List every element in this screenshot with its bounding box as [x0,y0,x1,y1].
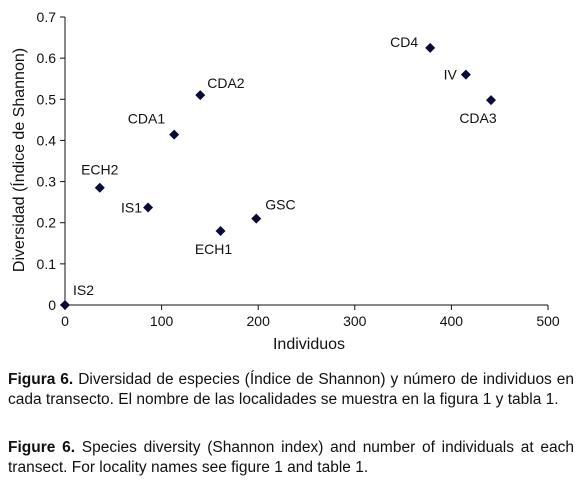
point-cda3 [486,95,497,106]
point-is2 [60,300,70,310]
caption-spanish: Figura 6. Diversidad de especies (Índice… [8,370,574,410]
x-tick-label: 300 [343,313,367,329]
y-tick-label: 0.7 [37,9,57,25]
y-axis-title: Diversidad (Índice de Shannon) [9,48,28,272]
y-tick-label: 0.2 [37,215,57,231]
caption-english-text: Species diversity (Shannon index) and nu… [8,439,574,476]
x-tick-label: 400 [440,313,464,329]
point-labels: IS2 ECH2 IS1 CDA1 CDA2 ECH1 GSC CD4 IV CDA3 [73,34,497,298]
scatter-chart: 0 100 200 300 400 500 0 0.1 0.2 0.3 0.4 0.5 0.6 0.7 I… [9,9,560,353]
point-cda1 [169,129,180,140]
y-tick-label: 0.4 [37,132,57,148]
point-label-iv: IV [444,67,458,83]
point-label-cd4: CD4 [390,34,418,50]
point-ech2 [94,182,105,193]
caption-spanish-text: Diversidad de especies (Índice de Shanno… [8,371,574,408]
caption-spanish-lead: Figura 6. [8,371,74,388]
x-tick-label: 200 [247,313,271,329]
axes [60,16,549,310]
point-label-ech2: ECH2 [81,162,119,178]
point-label-gsc: GSC [265,197,295,213]
caption-english-lead: Figure 6. [8,439,76,456]
point-label-is2: IS2 [73,282,94,298]
point-gsc [251,213,262,224]
point-label-is1: IS1 [121,199,142,215]
y-tick-label: 0 [48,297,56,313]
y-tick-label: 0.6 [37,50,57,66]
point-ech1 [215,225,226,236]
x-tick-label: 0 [61,313,69,329]
data-points [60,42,497,310]
y-tick-label: 0.3 [37,174,57,190]
tick-labels: 0 100 200 300 400 500 0 0.1 0.2 0.3 0.4 0.5 0.6 0.7 [37,9,560,329]
caption-english: Figure 6. Species diversity (Shannon ind… [8,438,574,478]
point-label-cda2: CDA2 [207,75,245,91]
x-axis-title: Individuos [273,336,345,353]
point-label-cda3: CDA3 [459,110,497,126]
point-cda2 [195,90,206,101]
y-tick-label: 0.1 [37,256,57,272]
point-iv [460,69,471,80]
point-label-cda1: CDA1 [128,111,166,127]
point-label-ech1: ECH1 [195,241,233,257]
point-is1 [143,202,154,213]
y-tick-label: 0.5 [37,91,57,107]
x-tick-label: 100 [150,313,174,329]
point-cd4 [425,42,436,53]
x-tick-label: 500 [536,313,560,329]
